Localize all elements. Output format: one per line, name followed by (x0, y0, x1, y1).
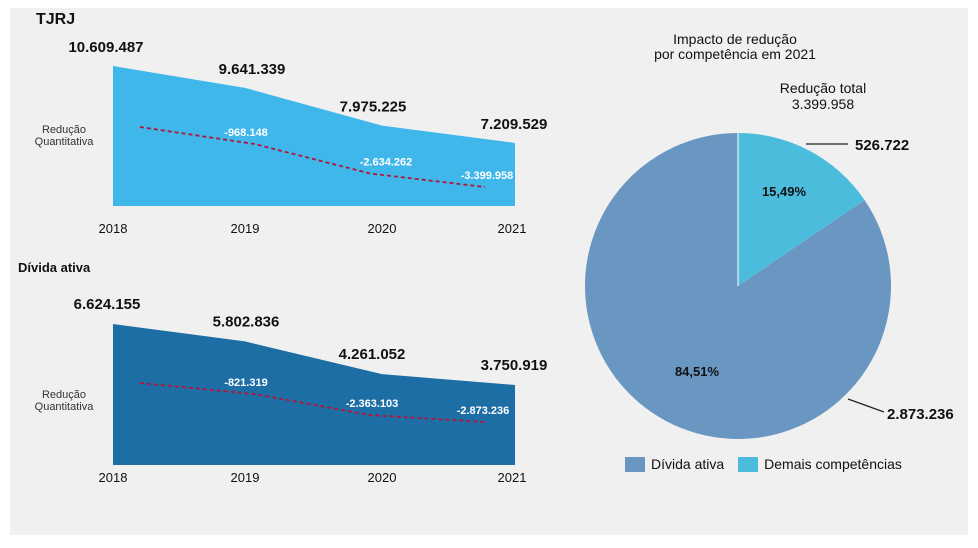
legend-swatch-demais (738, 456, 759, 472)
divida-year-label-2021: 2021 (498, 470, 527, 485)
tjrj-reduction-label-2019: -968.148 (224, 127, 267, 139)
divida-area (113, 324, 515, 465)
divida-year-label-2019: 2019 (231, 470, 260, 485)
pie-percent-demais: 15,49% (762, 184, 807, 199)
pie-title-line-1: por competência em 2021 (654, 46, 816, 62)
pie-legend: Dívida ativa Demais competências (625, 456, 902, 472)
tjrj-year-label-2019: 2019 (231, 221, 260, 236)
divida-side-label-line-0: Redução (42, 389, 86, 401)
tjrj-value-label-2019: 9.641.339 (219, 61, 286, 78)
tjrj-reduction-label-2020: -2.634.262 (360, 156, 413, 168)
divida-side-label-line-1: Quantitativa (35, 401, 95, 413)
tjrj-value-label-2020: 7.975.225 (340, 99, 407, 116)
legend-item-demais: Demais competências (738, 456, 902, 472)
divida-chart-title: Dívida ativa (18, 260, 91, 275)
divida-value-label-2019: 5.802.836 (213, 313, 280, 330)
tjrj-year-label-2021: 2021 (498, 221, 527, 236)
pie-value-divida-ativa: 2.873.236 (887, 406, 954, 423)
divida-year-label-2018: 2018 (99, 470, 128, 485)
tjrj-side-label-line-0: Redução (42, 124, 86, 136)
tjrj-year-label-2018: 2018 (99, 221, 128, 236)
pie-percent-divida-ativa: 84,51% (675, 364, 720, 379)
legend-swatch-divida (625, 456, 645, 472)
pie-title-line-0: Impacto de redução (673, 31, 797, 47)
divida-value-label-2018: 6.624.155 (74, 296, 141, 313)
pie-slice-demais (738, 133, 865, 286)
divida-reduction-line (139, 382, 486, 423)
tjrj-chart-title: TJRJ (36, 11, 75, 28)
tjrj-area (113, 66, 515, 206)
pie-subtitle-line-0: Redução total (780, 80, 866, 96)
pie-leader-divida-ativa (847, 398, 885, 413)
divida-year-label-2020: 2020 (368, 470, 397, 485)
pie-subtitle-line-1: 3.399.958 (792, 96, 854, 112)
tjrj-reduction-label-2021: -3.399.958 (461, 170, 514, 182)
divida-value-label-2021: 3.750.919 (481, 357, 548, 374)
divida-value-label-2020: 4.261.052 (339, 346, 406, 363)
divida-reduction-label-2021: -2.873.236 (457, 405, 510, 417)
divida-reduction-label-2020: -2.363.103 (346, 398, 399, 410)
legend-item-divida: Dívida ativa (625, 456, 724, 472)
legend-label-demais: Demais competências (764, 456, 902, 472)
pie-value-demais: 526.722 (855, 137, 909, 154)
tjrj-year-label-2020: 2020 (368, 221, 397, 236)
divida-reduction-label-2019: -821.319 (224, 377, 267, 389)
tjrj-value-label-2021: 7.209.529 (481, 116, 548, 133)
tjrj-side-label-line-1: Quantitativa (35, 136, 95, 148)
tjrj-reduction-line (139, 126, 486, 188)
legend-label-divida: Dívida ativa (651, 456, 725, 472)
tjrj-value-label-2018: 10.609.487 (68, 39, 143, 56)
